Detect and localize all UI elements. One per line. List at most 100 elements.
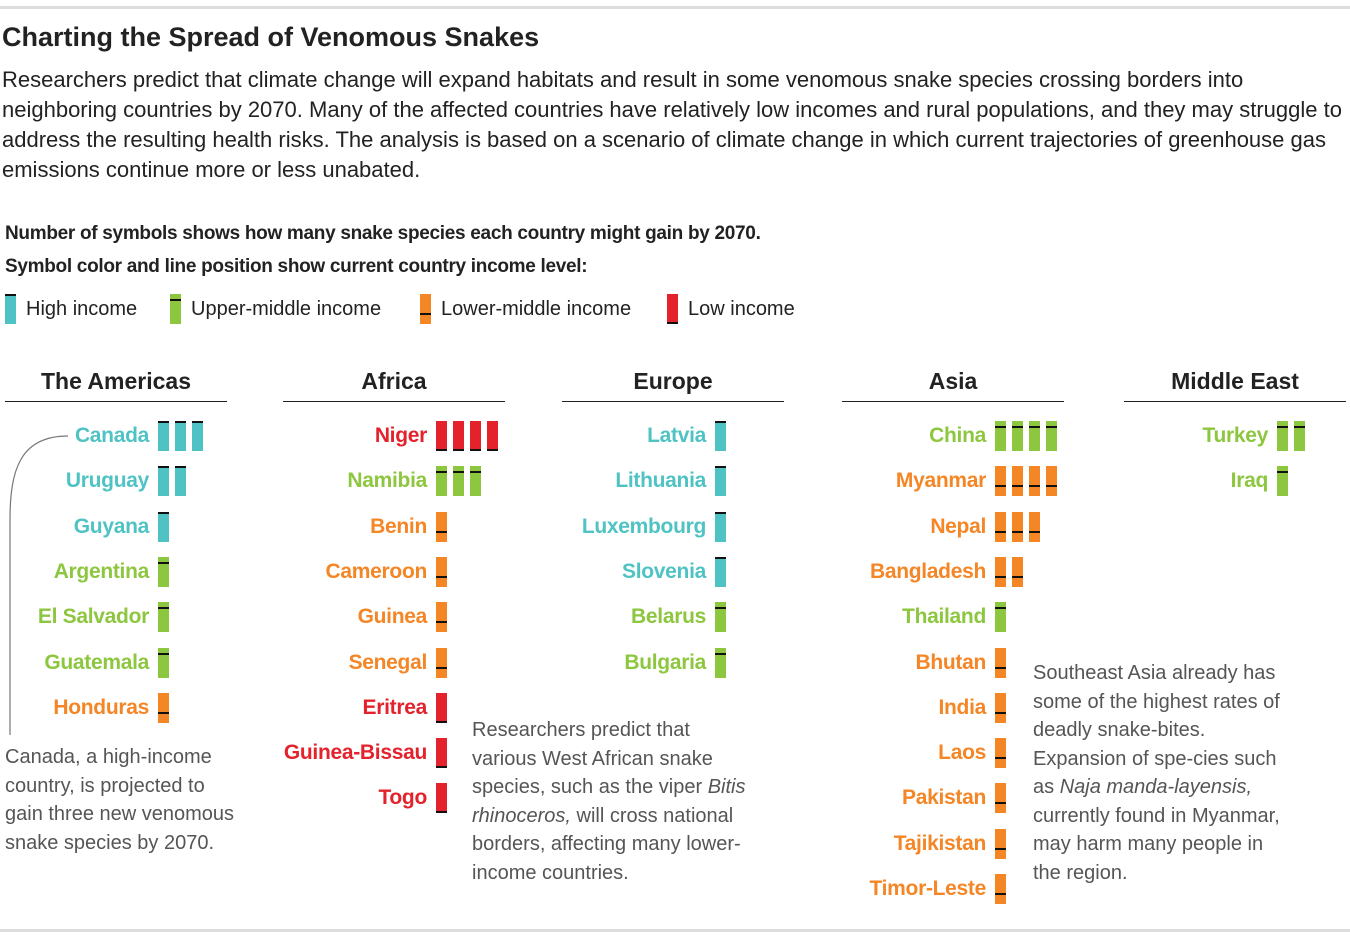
- annotation-text: Naja manda-layensis,: [1059, 776, 1253, 798]
- symbol-group: [995, 828, 1006, 859]
- income-line: [436, 720, 447, 723]
- symbol-group: [1277, 466, 1288, 497]
- symbol: [995, 511, 1006, 542]
- country-row: Pakistan: [842, 782, 1006, 814]
- symbol-group: [715, 421, 726, 451]
- symbol: [470, 466, 481, 497]
- symbol-group: [436, 602, 447, 633]
- country-name: Benin: [370, 514, 427, 538]
- region-title: Asia: [928, 368, 978, 394]
- annotation: Researchers predict that various West Af…: [472, 716, 752, 887]
- symbol-group: [436, 556, 447, 587]
- region-rule: [5, 401, 227, 402]
- income-line: [1012, 485, 1023, 488]
- annotation-text: will cross national borders, affecting m…: [472, 804, 741, 884]
- income-line: [1029, 530, 1040, 533]
- country-name: Guyana: [73, 514, 150, 538]
- symbol-group: [995, 602, 1006, 633]
- region-title: Africa: [361, 368, 427, 394]
- income-line: [158, 511, 169, 514]
- annotation-text: currently found in Myanmar, may harm man…: [1033, 804, 1280, 884]
- legend-label: Lower-middle income: [441, 297, 632, 320]
- symbol-group: [715, 556, 726, 587]
- symbol: [436, 466, 447, 497]
- income-line: [470, 449, 481, 451]
- income-line: [995, 666, 1006, 669]
- symbol: [158, 421, 169, 451]
- symbol-group: [995, 692, 1006, 723]
- symbol: [995, 828, 1006, 859]
- top-rule: [0, 6, 1350, 9]
- title: Charting the Spread of Venomous Snakes: [2, 22, 540, 52]
- country-name: Laos: [938, 741, 986, 765]
- income-line: [436, 575, 447, 578]
- symbol: [667, 294, 678, 324]
- country-row: China: [842, 420, 1057, 452]
- symbol: [436, 511, 447, 542]
- country-name: Latvia: [647, 424, 706, 447]
- symbol-group: [995, 466, 1057, 497]
- country-row: Luxembourg: [562, 511, 726, 543]
- symbol: [1277, 421, 1288, 451]
- country-row: Bulgaria: [562, 647, 726, 679]
- symbol: [1029, 511, 1040, 542]
- symbol: [995, 466, 1006, 497]
- country-row: Myanmar: [842, 465, 1057, 497]
- country-name: Thailand: [902, 605, 986, 629]
- income-line: [1029, 426, 1040, 428]
- income-line: [453, 471, 464, 474]
- legend-heading: Number of symbols shows how many snake s…: [5, 223, 761, 244]
- country-row: Uruguay: [5, 465, 186, 497]
- income-line: [995, 802, 1006, 805]
- income-line: [1294, 426, 1305, 428]
- symbol-group: [436, 738, 447, 769]
- income-line: [158, 607, 169, 610]
- symbol: [436, 738, 447, 769]
- annotation: Southeast Asia already has some of the h…: [1033, 659, 1283, 887]
- income-line: [470, 471, 481, 474]
- legend-item: High income: [5, 294, 137, 324]
- symbol-group: [995, 738, 1006, 769]
- symbol-group: [436, 647, 447, 678]
- symbol: [175, 466, 186, 497]
- symbol: [436, 556, 447, 587]
- income-line: [1277, 471, 1288, 474]
- income-line: [995, 893, 1006, 895]
- country-row: Benin: [283, 511, 447, 543]
- legend-label: High income: [26, 297, 138, 320]
- symbol: [995, 556, 1006, 587]
- country-row: Bhutan: [842, 647, 1006, 679]
- region-title: Middle East: [1171, 368, 1299, 394]
- income-line: [667, 322, 678, 324]
- income-line: [995, 426, 1006, 428]
- symbol: [175, 421, 186, 451]
- income-line: [995, 847, 1006, 850]
- symbol: [158, 647, 169, 678]
- income-line: [158, 652, 169, 655]
- symbol: [470, 421, 481, 451]
- symbol: [192, 421, 203, 451]
- income-line: [1277, 426, 1288, 428]
- symbol: [715, 466, 726, 497]
- income-line: [995, 607, 1006, 610]
- symbol-group: [995, 647, 1006, 678]
- symbol: [158, 466, 169, 497]
- symbol: [436, 647, 447, 678]
- legend-item: Upper-middle income: [170, 294, 381, 324]
- symbol: [158, 602, 169, 633]
- country-name: Uruguay: [65, 469, 149, 493]
- income-line: [1012, 575, 1023, 578]
- symbol: [1012, 421, 1023, 451]
- income-line: [420, 313, 431, 315]
- symbol: [715, 511, 726, 542]
- symbol-group: [995, 783, 1006, 814]
- country-name: Slovenia: [622, 559, 706, 583]
- symbol: [1029, 421, 1040, 451]
- annotation-text: Researchers predict that various West Af…: [472, 719, 713, 798]
- symbol-group: [995, 511, 1040, 542]
- symbol: [995, 421, 1006, 451]
- country-row: Thailand: [842, 601, 1006, 633]
- symbol-group: [436, 511, 447, 542]
- country-name: Luxembourg: [581, 514, 706, 538]
- country-row: Guatemala: [5, 647, 169, 679]
